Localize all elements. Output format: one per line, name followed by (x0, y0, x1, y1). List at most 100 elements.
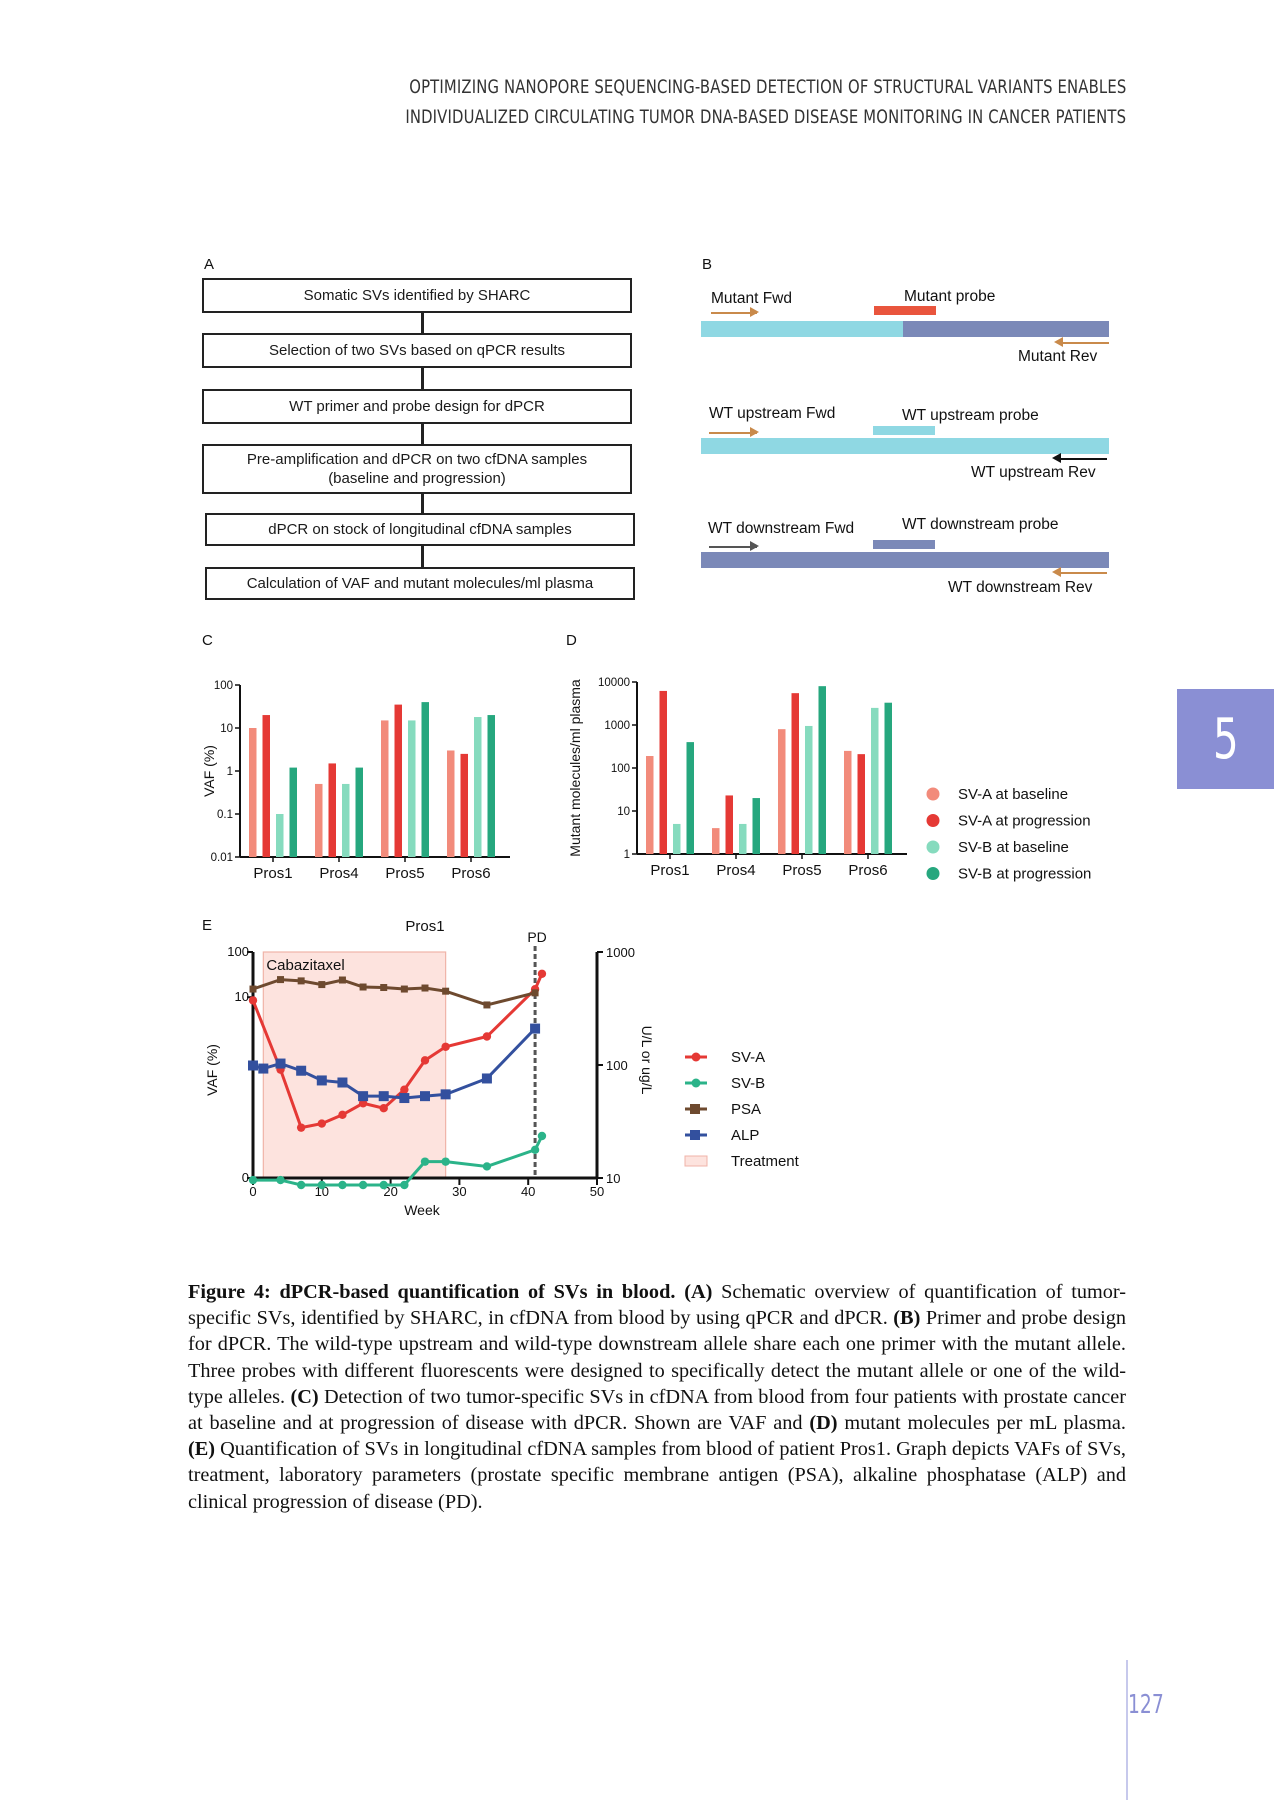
bar-pros6-sv-a-at-progression (857, 754, 865, 854)
point-sv-b (296, 1180, 306, 1190)
point-sv-a (317, 1119, 326, 1128)
bar-pros6-sv-b-at-baseline (474, 717, 482, 857)
bar-pros1-sv-b-at-progression (289, 767, 297, 857)
legend-marker (691, 1052, 701, 1062)
x-tick-label: Pros6 (848, 862, 887, 879)
x-tick-label: 0 (249, 1184, 256, 1199)
point-sv-a (379, 1104, 388, 1113)
wt-downstream-rev-label: WT downstream Rev (948, 579, 1093, 596)
right-tick-label: 10 (606, 1171, 620, 1186)
wt-upstream-probe-label: WT upstream probe (902, 407, 1039, 424)
mutant-probe-bar (874, 306, 936, 315)
legend-marker (926, 787, 940, 801)
point-alp (420, 1091, 430, 1102)
panel-d-mutant-molecules-bar-chart: 1 10 100 1000 10000 Mutant molecules/ml plasm… (567, 677, 1091, 883)
legend-label: Treatment (731, 1153, 800, 1170)
point-sv-a (358, 1099, 368, 1108)
chart-title: Pros1 (405, 918, 444, 935)
chapter-number: 5 (1212, 706, 1239, 772)
y-tick-label: 1000 (604, 720, 630, 732)
point-sv-b (276, 1175, 285, 1185)
bar-pros5-sv-a-at-progression (394, 704, 402, 857)
mutant-fwd-arrow (711, 312, 757, 314)
point-sv-a (420, 1056, 430, 1065)
legend-marker (690, 1104, 700, 1114)
y-tick-label: 100 (611, 763, 630, 775)
flow-connector (421, 313, 424, 333)
panel-c-vaf-bar-chart: 0.01 0.1 1 10 100 VAF (%) Pros1 Pros4 Pros5 Pros6 (201, 680, 510, 882)
point-psa (442, 987, 450, 995)
pd-label: PD (527, 929, 546, 945)
wt-upstream-fwd-label: WT upstream Fwd (709, 405, 836, 422)
point-alp (399, 1093, 410, 1104)
point-sv-a (400, 1085, 409, 1094)
bar-pros6-sv-b-at-baseline (871, 707, 879, 854)
legend-marker (926, 867, 940, 880)
wt-upstream-fwd-arrow (709, 432, 757, 434)
point-sv-a (248, 996, 258, 1005)
flow-connector (421, 424, 424, 444)
x-tick-label: Pros5 (385, 865, 424, 882)
bar-pros4-sv-b-at-progression (752, 798, 760, 854)
y-tick-label: 100 (214, 680, 233, 692)
legend-marker (690, 1130, 700, 1140)
caption-part-a: (A) Schematic overview of quantification… (188, 1281, 1127, 1330)
bar-pros5-sv-b-at-progression (421, 702, 429, 857)
x-tick-label: Pros4 (716, 862, 755, 879)
legend-label: SV-B at baseline (958, 839, 1069, 856)
x-tick-label: 40 (521, 1184, 535, 1199)
wt-upstream-fwd-arrowhead-icon (750, 427, 759, 437)
legend-label: PSA (731, 1101, 761, 1118)
mutant-allele-upstream-segment (701, 321, 903, 337)
point-sv-a (296, 1123, 306, 1132)
wt-downstream-fwd-label: WT downstream Fwd (708, 520, 855, 537)
point-sv-b (441, 1157, 450, 1166)
point-alp (378, 1091, 389, 1102)
figure-caption: Figure 4: dPCR-based quantification of S… (188, 1279, 1126, 1515)
bar-pros4-sv-a-at-baseline (712, 828, 720, 854)
bar-pros5-sv-b-at-baseline (805, 725, 813, 854)
point-alp (258, 1063, 269, 1074)
caption-part-e: (E) Quantification of SVs in longitudina… (188, 1438, 1126, 1513)
bar-pros4-sv-b-at-baseline (342, 783, 350, 857)
point-alp (481, 1073, 492, 1084)
caption-figure-label: Figure 4: dPCR-based quantification of S… (188, 1281, 676, 1303)
point-sv-a (338, 1110, 347, 1120)
flow-step-5: dPCR on stock of longitudinal cfDNA samp… (205, 513, 635, 546)
panel-label-c: C (202, 632, 213, 649)
y-tick-label: 0.1 (217, 809, 233, 821)
panel-label-d: D (566, 632, 577, 649)
running-header-line-2: individualized circulating tumor DNA-bas… (405, 106, 1126, 128)
bar-pros4-sv-b-at-baseline (739, 823, 747, 854)
bar-pros5-sv-b-at-progression (818, 686, 826, 854)
legend-label: SV-A at baseline (958, 786, 1068, 803)
flow-connector (421, 368, 424, 389)
bar-pros6-sv-b-at-progression (487, 715, 495, 857)
flow-step-1: Somatic SVs identified by SHARC (202, 278, 632, 313)
wt-downstream-allele (701, 552, 1109, 568)
right-tick-label: 100 (606, 1058, 628, 1073)
bar-pros6-sv-a-at-baseline (447, 750, 455, 857)
point-sv-a (537, 969, 547, 978)
right-axis-label: U/L or ug/L (639, 1026, 655, 1095)
x-tick-label: 30 (452, 1184, 466, 1199)
left-tick-label: 100 (227, 944, 249, 959)
point-sv-a (441, 1042, 450, 1051)
bar-pros5-sv-a-at-baseline (778, 729, 786, 854)
point-alp (296, 1065, 307, 1076)
caption-part-b: (B) Primer and probe design for dPCR. Th… (188, 1307, 1126, 1408)
bar-pros6-sv-a-at-progression (460, 753, 468, 857)
legend-label: SV-B at progression (958, 866, 1091, 883)
bar-pros1-sv-b-at-progression (686, 742, 694, 854)
point-alp (275, 1058, 286, 1069)
x-tick-label: Pros6 (451, 865, 490, 882)
point-sv-b (420, 1157, 430, 1166)
point-psa (380, 984, 388, 992)
point-sv-b (248, 1175, 258, 1185)
legend-label: ALP (731, 1127, 759, 1144)
mutant-rev-label: Mutant Rev (1018, 348, 1098, 365)
wt-downstream-rev-arrow (1060, 572, 1107, 574)
y-tick-label: 10 (220, 723, 233, 735)
flow-step-3: WT primer and probe design for dPCR (202, 389, 632, 424)
point-psa (318, 981, 326, 989)
